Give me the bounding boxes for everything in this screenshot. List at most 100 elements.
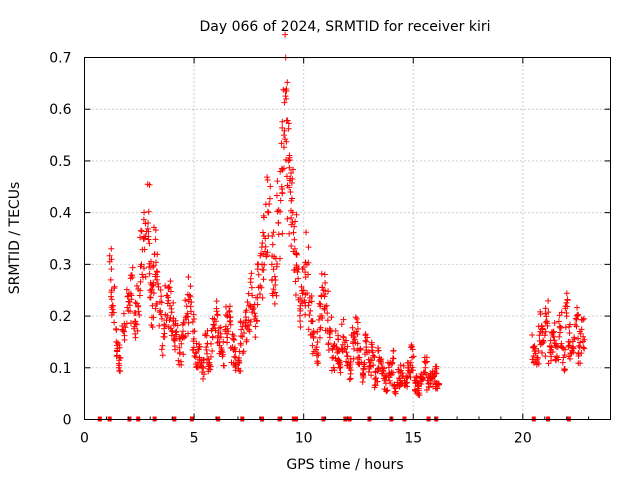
data-point — [188, 308, 195, 315]
data-point — [305, 326, 312, 333]
data-point — [283, 173, 290, 180]
data-point — [171, 337, 178, 344]
data-point — [259, 229, 266, 236]
data-point — [580, 344, 587, 351]
data-point — [288, 170, 295, 177]
data-point — [539, 340, 546, 347]
data-point — [273, 292, 280, 299]
data-point — [431, 371, 438, 378]
data-point — [286, 184, 293, 191]
data-point — [290, 229, 297, 236]
data-point — [157, 307, 164, 314]
data-point — [174, 322, 181, 329]
data-point — [361, 359, 368, 366]
data-point — [404, 383, 411, 390]
data-point — [188, 299, 195, 306]
data-point — [350, 345, 357, 352]
data-point — [274, 208, 281, 215]
data-point — [111, 319, 118, 326]
data-point — [346, 376, 353, 383]
data-point — [562, 324, 569, 331]
data-point — [314, 339, 321, 346]
data-point — [265, 209, 272, 216]
data-point — [162, 322, 169, 329]
data-point — [150, 262, 157, 269]
data-point — [362, 351, 368, 358]
data-point — [309, 331, 316, 338]
data-point — [137, 263, 144, 270]
data-point — [305, 271, 312, 278]
data-point — [283, 95, 290, 102]
data-point — [182, 297, 189, 304]
data-point — [182, 314, 189, 321]
data-point — [247, 302, 254, 309]
data-point — [368, 372, 375, 379]
data-point — [156, 322, 163, 329]
data-point — [577, 339, 584, 346]
data-point — [302, 291, 309, 298]
data-point — [133, 321, 140, 328]
data-point — [135, 308, 142, 315]
data-point — [354, 319, 361, 326]
data-point — [123, 286, 130, 293]
data-point — [354, 331, 361, 338]
data-point — [154, 251, 161, 258]
data-point — [298, 283, 305, 290]
data-point — [284, 215, 291, 222]
data-point — [113, 326, 120, 333]
data-point — [272, 276, 279, 283]
data-point — [370, 362, 377, 369]
data-point — [145, 236, 152, 243]
data-point — [281, 99, 288, 106]
data-point — [307, 307, 314, 314]
data-point — [370, 352, 377, 359]
data-point — [266, 195, 273, 202]
data-point — [383, 387, 390, 394]
data-point — [178, 340, 185, 347]
data-point — [185, 319, 192, 326]
data-point — [150, 314, 157, 321]
data-point — [389, 359, 396, 366]
data-point — [159, 352, 166, 359]
data-point — [305, 302, 312, 309]
data-point — [324, 317, 331, 324]
data-point — [142, 220, 149, 227]
data-point — [287, 207, 294, 214]
data-point — [269, 232, 276, 239]
y-tick-label: 0.3 — [49, 257, 71, 273]
data-point — [264, 249, 271, 256]
data-point — [136, 311, 143, 318]
data-point — [126, 302, 133, 309]
data-point — [238, 326, 245, 333]
data-point — [362, 337, 369, 344]
data-point — [148, 258, 155, 265]
data-point — [364, 334, 371, 341]
data-point — [227, 321, 234, 328]
data-point — [325, 340, 332, 347]
data-point — [206, 361, 213, 368]
data-point — [141, 209, 148, 216]
data-point — [258, 250, 265, 257]
data-point — [310, 328, 317, 335]
data-point — [566, 323, 573, 330]
data-point — [404, 374, 411, 381]
data-point — [207, 353, 214, 360]
data-point — [395, 366, 402, 373]
data-point — [349, 324, 356, 331]
data-point — [146, 270, 153, 277]
data-point — [167, 288, 174, 295]
data-point — [290, 166, 297, 173]
x-axis-label: GPS time / hours — [286, 457, 403, 473]
data-point — [535, 360, 542, 367]
data-point — [288, 243, 295, 250]
data-point — [127, 308, 134, 315]
data-point — [433, 363, 440, 370]
data-point — [168, 327, 175, 334]
data-point — [245, 290, 252, 297]
data-point — [371, 353, 378, 360]
data-point — [340, 316, 347, 323]
data-point — [563, 299, 570, 306]
data-point — [187, 293, 194, 300]
data-point — [268, 261, 275, 268]
data-point — [270, 286, 277, 293]
